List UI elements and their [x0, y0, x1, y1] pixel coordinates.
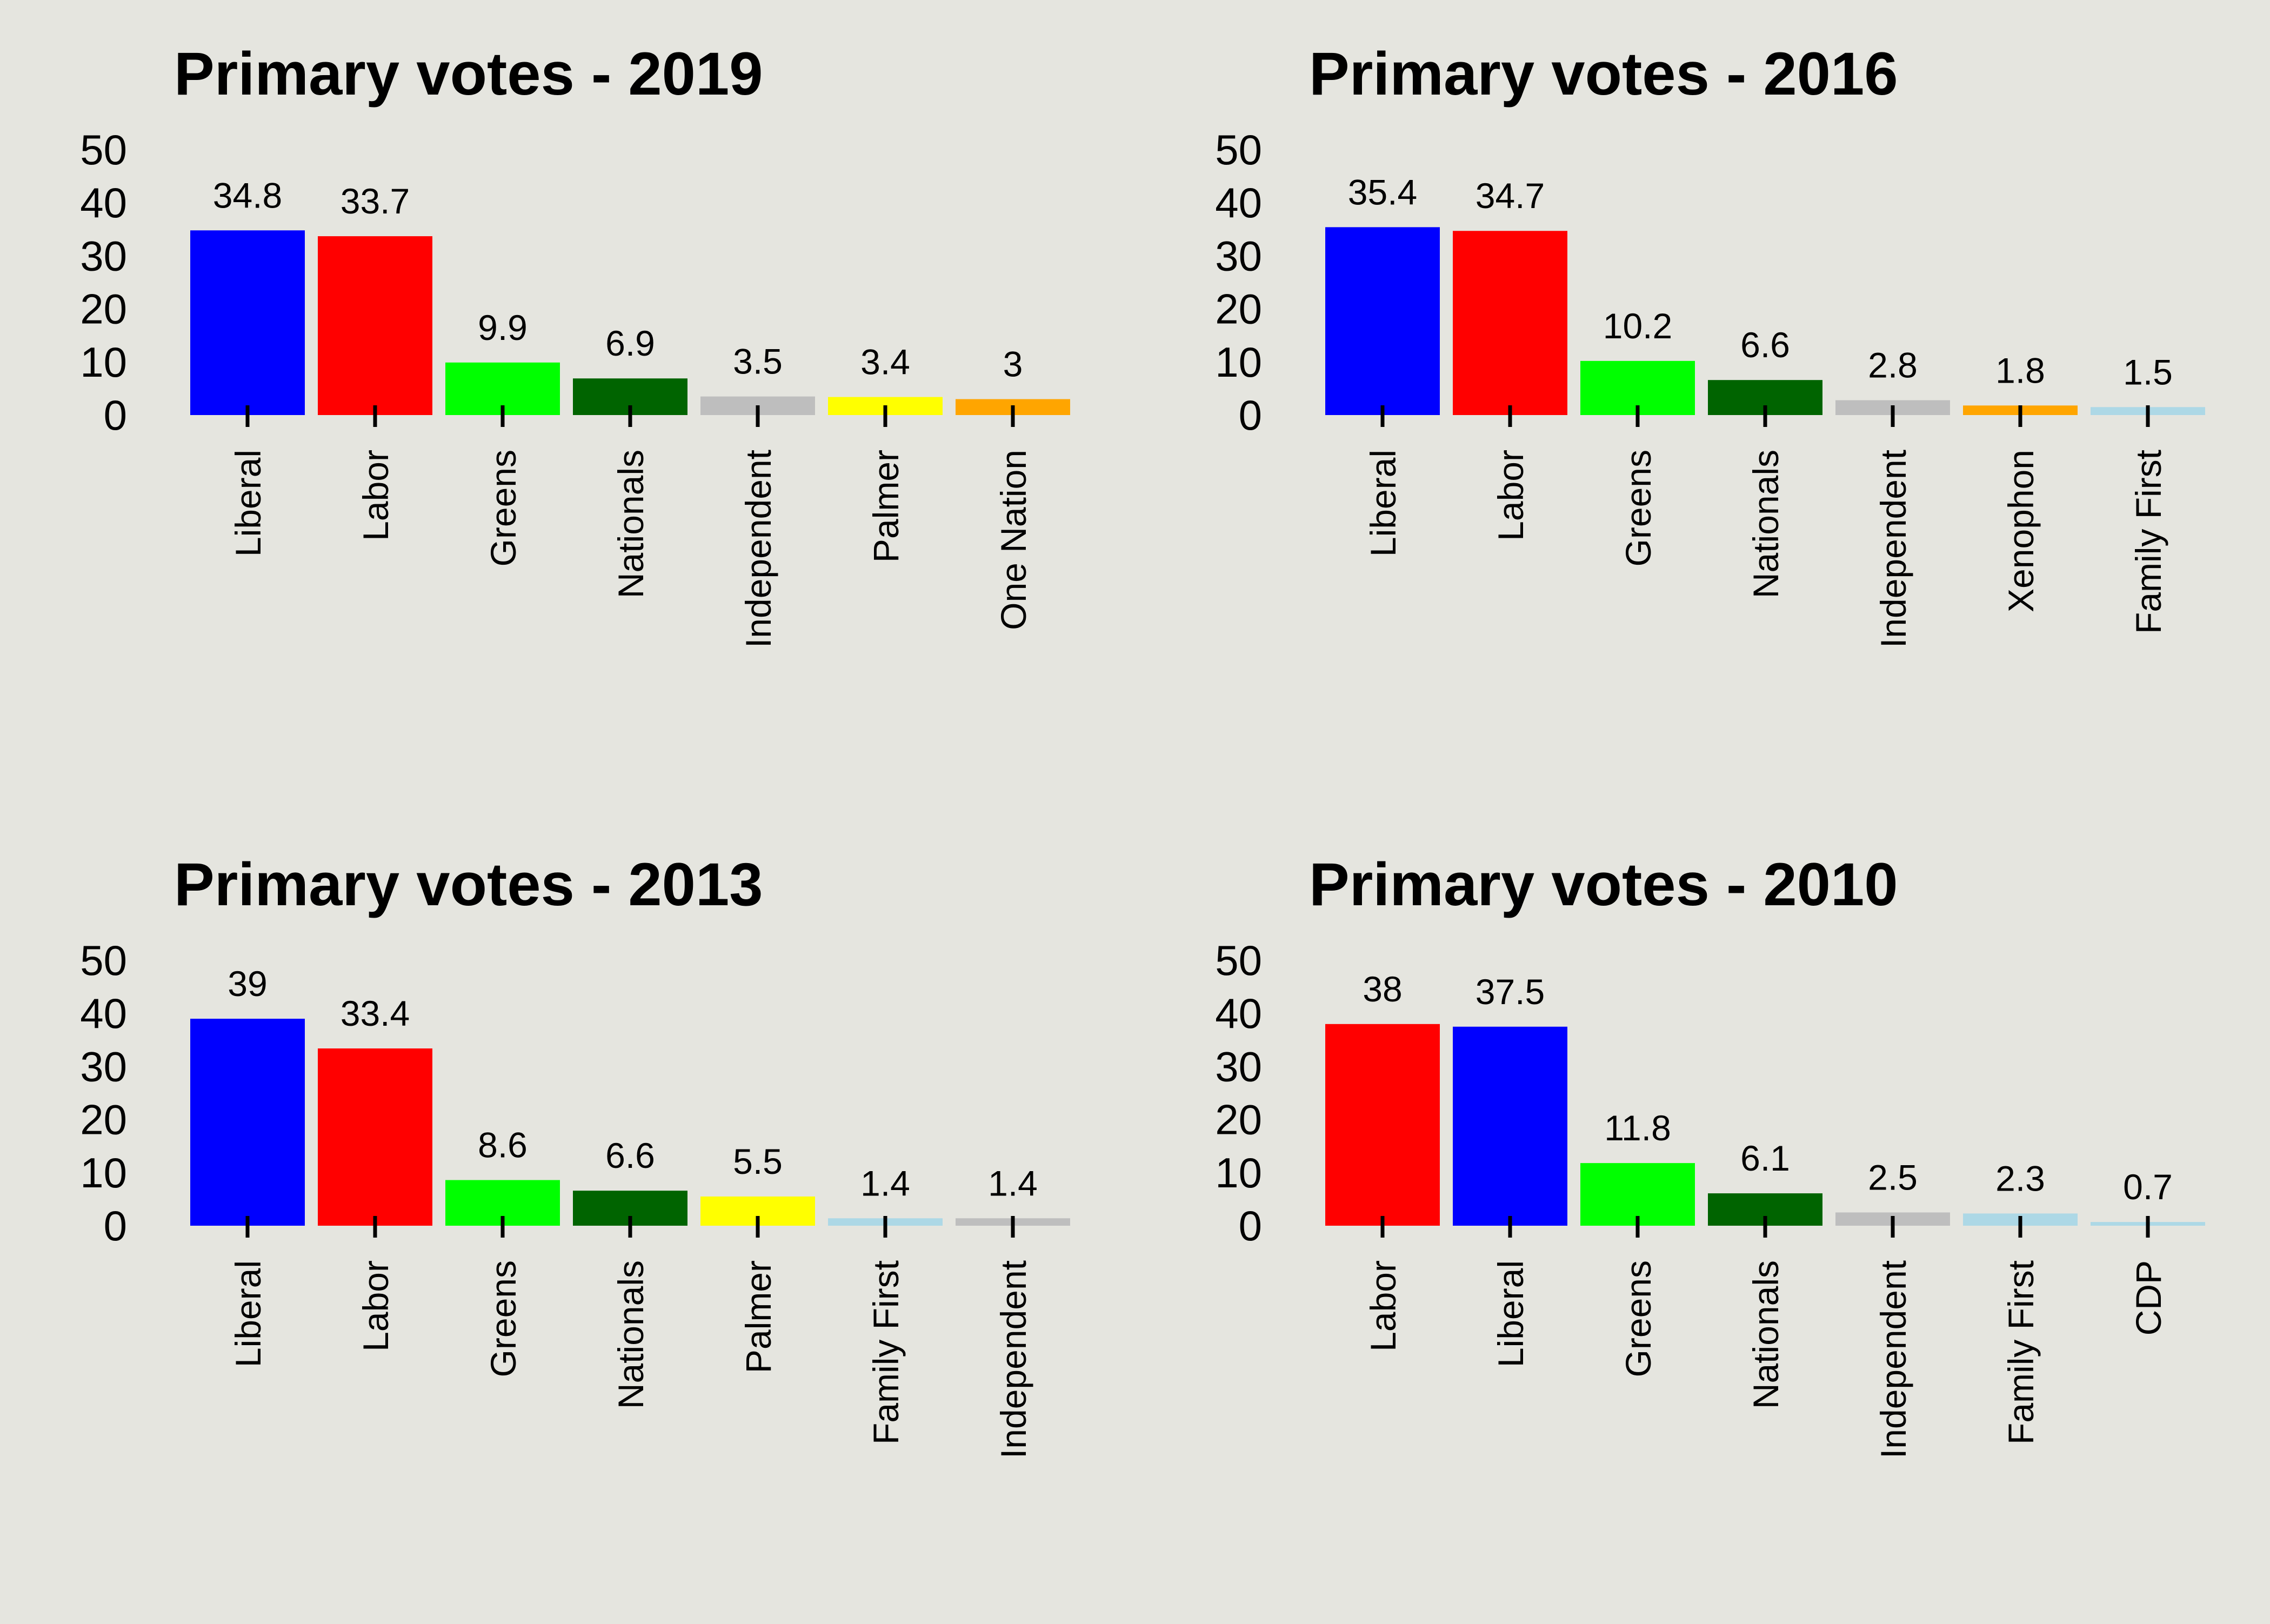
bar-labor	[1325, 1024, 1440, 1226]
x-category-label: Greens	[1618, 1260, 1658, 1377]
x-category-label: Family First	[2128, 450, 2168, 634]
y-tick-label: 40	[80, 990, 127, 1037]
x-category-label: Nationals	[611, 1260, 651, 1409]
data-label: 1.4	[860, 1163, 910, 1203]
data-label: 33.7	[340, 181, 410, 221]
data-label: 0.7	[2123, 1167, 2173, 1207]
x-category-label: Independent	[1873, 450, 1913, 648]
data-label: 3.5	[733, 342, 783, 382]
data-label: 2.3	[1995, 1158, 2045, 1198]
data-label: 1.8	[1995, 350, 2045, 390]
data-label: 1.5	[2123, 352, 2173, 392]
y-tick-label: 50	[80, 126, 127, 173]
bar-liberal	[190, 1019, 305, 1226]
x-category-label: Family First	[866, 1260, 906, 1445]
data-label: 6.6	[605, 1135, 655, 1175]
x-category-label: Palmer	[738, 1260, 778, 1373]
chart-panel-2: Primary votes - 2016 50 40 30 20 10 0 35.4 Liber…	[1215, 40, 2205, 648]
data-label: 9.9	[478, 308, 528, 347]
y-tick-label: 30	[1215, 1042, 1262, 1090]
data-label: 5.5	[733, 1141, 783, 1181]
y-tick-label: 0	[1239, 391, 1262, 439]
data-label: 3.4	[860, 342, 910, 382]
y-tick-label: 20	[80, 1096, 127, 1144]
chart-title: Primary votes - 2019	[174, 40, 763, 108]
data-label: 3	[1003, 344, 1023, 384]
x-category-label: Liberal	[228, 1260, 268, 1367]
y-tick-label: 0	[104, 1202, 127, 1249]
y-tick-label: 20	[80, 285, 127, 333]
data-label: 6.9	[605, 323, 655, 363]
y-tick-label: 50	[1215, 937, 1262, 984]
y-tick-label: 10	[80, 338, 127, 386]
x-category-label: One Nation	[993, 450, 1033, 630]
x-category-label: Greens	[483, 1260, 523, 1377]
y-tick-label: 30	[80, 1042, 127, 1090]
x-category-label: Labor	[1363, 1260, 1403, 1352]
y-tick-label: 20	[1215, 1096, 1262, 1144]
data-label: 6.6	[1740, 325, 1790, 365]
bar-labor	[1453, 231, 1567, 415]
data-label: 10.2	[1603, 306, 1672, 346]
data-label: 11.8	[1604, 1108, 1671, 1148]
chart-panel-3: Primary votes - 2013 50 40 30 20 10 0 39 Liberal…	[80, 851, 1070, 1459]
x-category-label: Liberal	[1363, 450, 1403, 557]
bar-liberal	[1325, 227, 1440, 415]
y-tick-label: 40	[80, 179, 127, 226]
x-category-label: Xenophon	[2001, 450, 2041, 612]
data-label: 8.6	[478, 1125, 528, 1165]
data-label: 33.4	[340, 993, 410, 1033]
y-tick-label: 0	[104, 391, 127, 439]
bar-liberal	[1453, 1026, 1567, 1226]
bar-greens	[1580, 1163, 1695, 1226]
y-tick-label: 10	[1215, 338, 1262, 386]
data-label: 37.5	[1476, 972, 1545, 1012]
x-category-label: Palmer	[866, 450, 906, 563]
x-category-label: Labor	[356, 1260, 396, 1352]
chart-title: Primary votes - 2013	[174, 851, 763, 918]
data-label: 1.4	[988, 1163, 1038, 1203]
x-category-label: CDP	[2128, 1260, 2168, 1335]
chart-panel-4: Primary votes - 2010 50 40 30 20 10 0 38 Labor 37…	[1215, 851, 2205, 1459]
data-label: 34.8	[213, 175, 282, 215]
data-label: 39	[228, 964, 267, 1004]
bar-labor	[318, 1048, 432, 1226]
chart-title: Primary votes - 2016	[1309, 40, 1898, 108]
x-category-label: Liberal	[1491, 1260, 1531, 1367]
x-category-label: Liberal	[228, 450, 268, 557]
bar-liberal	[190, 230, 305, 415]
bar-labor	[318, 236, 432, 415]
y-tick-label: 30	[80, 232, 127, 279]
x-category-label: Independent	[993, 1260, 1033, 1459]
y-tick-label: 10	[80, 1149, 127, 1197]
x-category-label: Independent	[1873, 1260, 1913, 1459]
x-category-label: Nationals	[1746, 1260, 1786, 1409]
data-label: 35.4	[1348, 172, 1417, 212]
y-tick-label: 50	[1215, 126, 1262, 173]
y-tick-label: 10	[1215, 1149, 1262, 1197]
data-label: 2.5	[1868, 1157, 1918, 1197]
x-category-label: Greens	[483, 450, 523, 566]
y-tick-label: 40	[1215, 990, 1262, 1037]
y-tick-label: 20	[1215, 285, 1262, 333]
x-category-label: Greens	[1618, 450, 1658, 566]
x-category-label: Labor	[1491, 450, 1531, 541]
x-category-label: Nationals	[1746, 450, 1786, 598]
chart-title: Primary votes - 2010	[1309, 851, 1898, 918]
data-label: 2.8	[1868, 345, 1918, 385]
y-tick-label: 30	[1215, 232, 1262, 279]
chart-panel-1: Primary votes - 2019 50 40 30 20 10 0 34.8 Liber…	[80, 40, 1070, 648]
data-label: 34.7	[1476, 176, 1545, 216]
data-label: 38	[1363, 969, 1402, 1009]
data-label: 6.1	[1740, 1138, 1790, 1178]
x-category-label: Independent	[738, 450, 778, 648]
x-category-label: Family First	[2001, 1260, 2041, 1445]
x-category-label: Labor	[356, 450, 396, 541]
y-tick-label: 40	[1215, 179, 1262, 226]
x-category-label: Nationals	[611, 450, 651, 598]
y-tick-label: 0	[1239, 1202, 1262, 1249]
y-tick-label: 50	[80, 937, 127, 984]
